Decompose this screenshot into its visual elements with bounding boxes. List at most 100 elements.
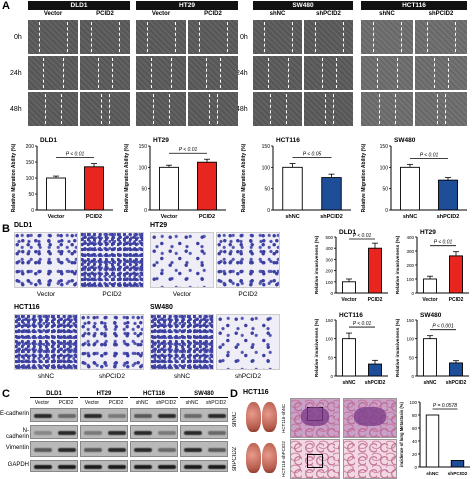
bar	[368, 247, 382, 294]
panel-d-title: HCT116	[243, 389, 269, 396]
p-value-label: P < 0.01	[434, 240, 453, 246]
wound-image	[253, 92, 302, 126]
y-tick-label: 100	[406, 337, 414, 342]
bar	[449, 362, 463, 377]
transwell-image	[150, 232, 214, 288]
y-tick-label: 0	[385, 208, 388, 214]
transwell-image	[80, 314, 144, 370]
y-tick-label: 300	[325, 257, 333, 262]
y-tick-label: 0	[411, 374, 414, 379]
transwell-cell-line-label: HT29	[150, 222, 168, 229]
chart-title: HT29	[153, 137, 169, 144]
histology-zoom-shnc	[343, 398, 397, 438]
blot-cell-line-header: DLD1	[30, 391, 78, 398]
blot-membrane	[180, 425, 228, 439]
wound-image	[80, 56, 130, 90]
blot-membrane	[130, 425, 178, 439]
blot-membrane	[80, 441, 128, 457]
wound-image	[28, 56, 78, 90]
bar	[423, 278, 437, 294]
x-tick-label: shNC	[285, 214, 299, 220]
blot-membrane	[30, 460, 78, 472]
p-value-label: P = 0.0578	[433, 403, 457, 409]
transwell-cell-line-label: HCT116	[14, 304, 40, 311]
blot-band	[58, 464, 76, 469]
bar	[450, 460, 465, 468]
panel-b-letter: B	[2, 223, 10, 235]
bar	[84, 166, 104, 211]
p-value-label: P < 0.01	[353, 321, 372, 327]
transwell-image	[80, 232, 144, 288]
x-tick-label: Vector	[161, 214, 179, 220]
y-tick-label: 200	[406, 263, 414, 268]
transwell-condition-label: PCID2	[102, 291, 122, 298]
y-tick-label: 60	[412, 426, 418, 431]
blot-band	[108, 413, 126, 418]
wound-image	[136, 56, 186, 90]
x-tick-label: shNC	[403, 214, 417, 220]
bar	[46, 177, 66, 211]
wound-image	[415, 92, 467, 126]
y-tick-label: 100	[139, 165, 148, 171]
blot-band	[184, 464, 202, 469]
histology-image-shpcid2	[290, 439, 340, 479]
panel-a-time-24h: 24h	[10, 70, 22, 77]
chart-title: SW480	[420, 312, 442, 319]
wound-image	[136, 20, 186, 54]
blot-band	[208, 447, 226, 452]
x-tick-label: shNC	[423, 380, 436, 386]
histology-zoom-shpcid2	[343, 439, 397, 479]
migration-chart-hct116: 0 50 100 150 HCT116 Relative Migration Abilit…	[241, 137, 351, 220]
y-tick-label: 50	[382, 187, 388, 193]
y-axis-label: Relative invasiveness (%)	[314, 235, 320, 294]
y-tick-label: 0	[414, 465, 417, 470]
histo-row-label-shnc: HCT116-shNC	[281, 403, 286, 433]
y-tick-label: 100	[409, 400, 417, 405]
transwell-image	[216, 314, 280, 370]
wound-image	[415, 20, 467, 54]
transwell-condition-label: Vector	[36, 291, 56, 298]
bar	[400, 166, 420, 211]
lung-metastasis-chart: 0 20 40 60 80 100 incidence of lung Metastasis…	[399, 400, 470, 477]
y-tick-label: 100	[26, 176, 35, 182]
y-tick-label: 50	[409, 355, 415, 360]
wound-image	[304, 56, 353, 90]
blot-protein-label: N-cadherin	[5, 428, 29, 440]
panel-a-header-hct116: HCT116	[361, 1, 467, 10]
bar	[282, 166, 303, 211]
y-axis-label: Relative Migration Ability (%)	[361, 143, 367, 212]
y-tick-label: 100	[380, 165, 389, 171]
y-tick-label: 0	[267, 208, 270, 214]
panel-a-time-48h: 48h	[10, 106, 22, 113]
blot-lane-label: Vector	[84, 400, 100, 406]
panel-a-time-48h: 48h	[236, 106, 248, 113]
wound-image	[28, 20, 78, 54]
blot-band	[84, 430, 102, 435]
panel-c-letter: C	[2, 388, 10, 400]
blot-membrane	[80, 460, 128, 472]
bar	[342, 281, 356, 294]
blot-membrane	[30, 408, 78, 422]
y-tick-label: 80	[412, 413, 418, 418]
blot-membrane	[180, 408, 228, 422]
wound-image	[80, 92, 130, 126]
y-tick-label: 400	[406, 235, 414, 240]
blot-membrane	[30, 425, 78, 439]
wound-image	[361, 20, 413, 54]
wound-image	[136, 92, 186, 126]
y-tick-label: 0	[330, 374, 333, 379]
invasion-chart-hct116: 0 50 100 150 HCT116 Relative invasiveness (%)…	[314, 312, 388, 386]
blot-band	[58, 430, 76, 435]
blot-band	[108, 430, 126, 435]
blot-band	[84, 464, 102, 469]
x-tick-label: shPCID2	[448, 471, 468, 477]
p-value-label: P < 0.01	[420, 152, 439, 158]
transwell-condition-label: shNC	[37, 373, 55, 380]
panel-a-header-dld1: DLD1	[28, 1, 130, 10]
y-tick-label: 150	[139, 144, 148, 150]
p-value-label: P < 0.05	[303, 151, 322, 157]
transwell-cell-line-label: DLD1	[14, 222, 33, 229]
panel-a-sub-label: Vector	[43, 11, 63, 17]
chart-title: DLD1	[339, 229, 356, 236]
p-value-label: P < 0.001	[432, 324, 454, 330]
